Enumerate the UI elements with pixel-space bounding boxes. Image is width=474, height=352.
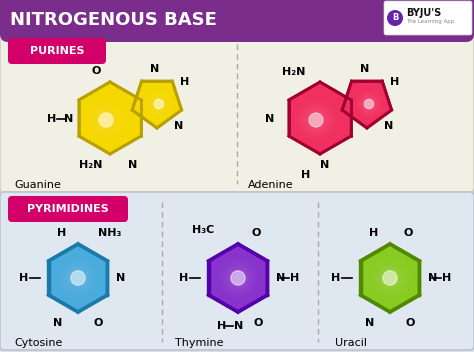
Text: O: O: [93, 318, 103, 328]
Text: H₂N: H₂N: [283, 67, 306, 77]
FancyBboxPatch shape: [0, 34, 474, 192]
Polygon shape: [48, 244, 108, 312]
Text: N: N: [128, 160, 137, 170]
Text: H: H: [301, 170, 310, 180]
Text: N: N: [265, 114, 274, 124]
Circle shape: [383, 271, 397, 285]
Bar: [0, 0, 474, 35]
Text: H: H: [390, 77, 400, 87]
Text: NITROGENOUS BASE: NITROGENOUS BASE: [10, 11, 217, 29]
Text: H: H: [442, 273, 451, 283]
Text: Cytosine: Cytosine: [14, 338, 63, 348]
Text: H: H: [331, 273, 340, 283]
Text: N: N: [64, 114, 73, 124]
Circle shape: [387, 10, 403, 26]
Text: O: O: [405, 318, 415, 328]
Text: Guanine: Guanine: [14, 180, 61, 190]
Text: Adenine: Adenine: [248, 180, 293, 190]
Text: O: O: [91, 66, 100, 76]
Text: H: H: [19, 273, 28, 283]
FancyBboxPatch shape: [0, 192, 474, 350]
Text: BYJU'S: BYJU'S: [406, 8, 441, 18]
FancyBboxPatch shape: [384, 1, 472, 35]
Text: H: H: [369, 228, 379, 238]
Text: H₃C: H₃C: [192, 225, 214, 235]
Text: The Learning App: The Learning App: [406, 19, 454, 25]
Circle shape: [309, 113, 323, 127]
Text: N: N: [365, 318, 374, 328]
Text: N: N: [234, 321, 243, 331]
Text: N: N: [54, 318, 63, 328]
Text: Thymine: Thymine: [175, 338, 224, 348]
Text: N: N: [150, 64, 160, 74]
Text: H: H: [179, 273, 188, 283]
FancyBboxPatch shape: [0, 0, 474, 42]
Text: PYRIMIDINES: PYRIMIDINES: [27, 204, 109, 214]
Polygon shape: [361, 244, 419, 312]
Polygon shape: [132, 81, 182, 128]
Circle shape: [154, 99, 164, 109]
Text: O: O: [253, 318, 263, 328]
Text: N: N: [276, 273, 285, 283]
Text: O: O: [403, 228, 413, 238]
Text: N: N: [360, 64, 370, 74]
Text: H₂N: H₂N: [79, 160, 102, 170]
Text: H: H: [57, 228, 67, 238]
Text: N: N: [116, 273, 125, 283]
Circle shape: [364, 99, 374, 109]
Text: PURINES: PURINES: [30, 46, 84, 56]
Text: H: H: [217, 321, 226, 331]
Polygon shape: [79, 82, 141, 154]
Circle shape: [71, 271, 85, 285]
Text: B: B: [392, 13, 398, 23]
Polygon shape: [209, 244, 267, 312]
Text: N: N: [174, 121, 183, 131]
Text: Uracil: Uracil: [335, 338, 367, 348]
Text: NH₃: NH₃: [98, 228, 121, 238]
Circle shape: [99, 113, 113, 127]
Text: H: H: [47, 114, 56, 124]
Circle shape: [231, 271, 245, 285]
Text: N: N: [320, 160, 329, 170]
FancyBboxPatch shape: [8, 38, 106, 64]
Polygon shape: [289, 82, 351, 154]
Text: N: N: [428, 273, 437, 283]
FancyBboxPatch shape: [8, 196, 128, 222]
Text: H: H: [180, 77, 190, 87]
Text: N: N: [384, 121, 393, 131]
Text: O: O: [251, 228, 261, 238]
Polygon shape: [342, 81, 392, 128]
Text: H: H: [290, 273, 299, 283]
